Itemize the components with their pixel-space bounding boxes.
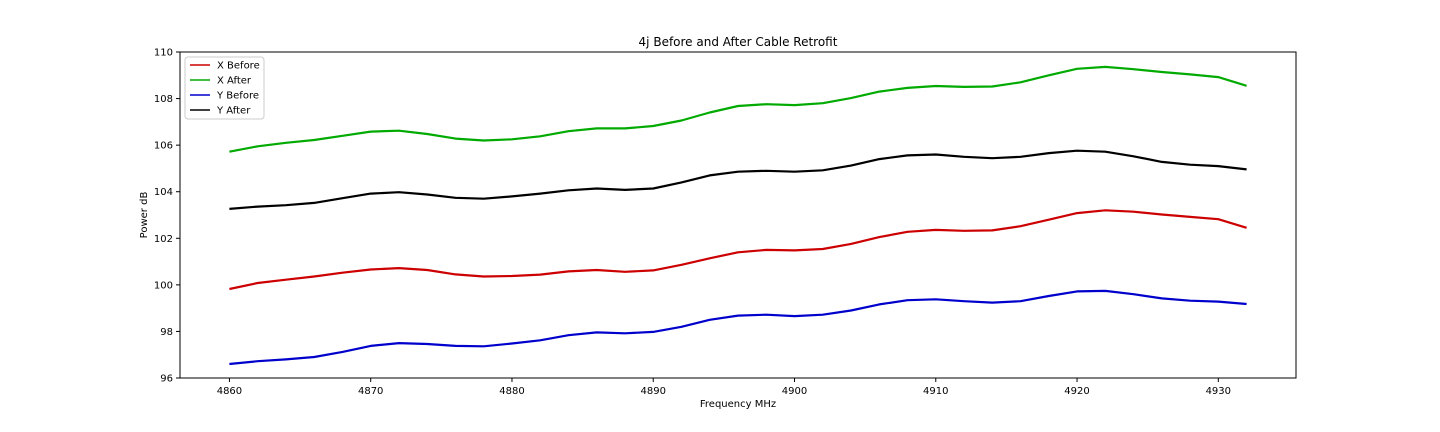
y-axis-label: Power dB <box>139 192 150 239</box>
x-tick-label: 4880 <box>499 386 524 397</box>
legend-label-y-before: Y Before <box>216 91 259 102</box>
x-tick-label: 4860 <box>217 386 242 397</box>
series-line-x-before <box>229 209 1247 291</box>
series-line-y-after <box>229 149 1247 210</box>
y-tick-label: 106 <box>154 141 173 152</box>
series-lines <box>229 65 1247 366</box>
x-tick-label: 4930 <box>1206 386 1231 397</box>
legend-label-x-after: X After <box>217 76 252 87</box>
x-tick-label: 4870 <box>358 386 383 397</box>
x-tick-label: 4890 <box>641 386 666 397</box>
y-tick-label: 98 <box>160 327 173 338</box>
x-axis-ticks: 4860 4870 4880 4890 4900 4910 4920 4930 <box>217 378 1231 397</box>
legend-box <box>184 56 265 120</box>
y-tick-label: 100 <box>154 280 173 291</box>
legend: X Before X After Y Before Y After <box>184 56 265 120</box>
y-tick-label: 104 <box>154 187 173 198</box>
plot-area <box>179 51 1297 379</box>
y-tick-label: 110 <box>154 48 173 59</box>
x-tick-label: 4910 <box>923 386 948 397</box>
legend-label-y-after: Y After <box>216 106 251 117</box>
y-axis-ticks: 96 98 100 102 104 106 108 110 <box>154 48 180 385</box>
series-line-y-before <box>229 289 1247 366</box>
x-axis-label: Frequency MHz <box>700 399 776 410</box>
y-tick-label: 96 <box>160 374 173 385</box>
y-tick-label: 108 <box>154 94 173 105</box>
chart-title: 4j Before and After Cable Retrofit <box>639 35 838 49</box>
x-tick-label: 4920 <box>1064 386 1089 397</box>
legend-label-x-before: X Before <box>217 61 260 72</box>
x-tick-label: 4900 <box>782 386 807 397</box>
series-line-x-after <box>229 65 1247 153</box>
y-tick-label: 102 <box>154 234 173 245</box>
